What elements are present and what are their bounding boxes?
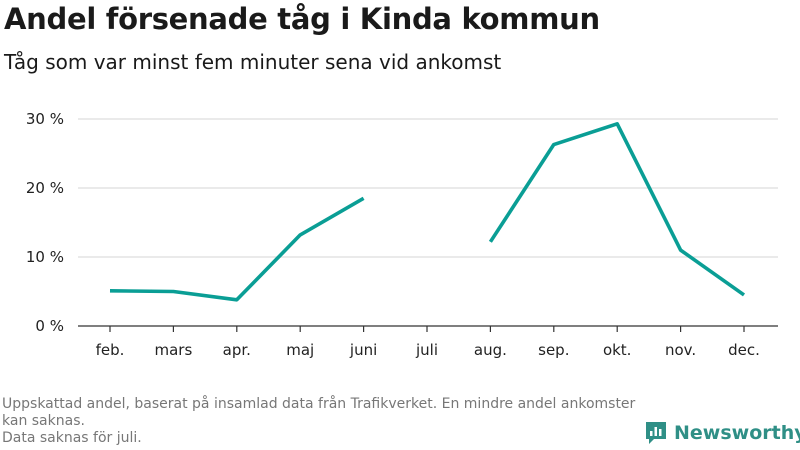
y-axis-ticks: 0 % 10 % 20 % 30 %	[26, 110, 64, 335]
series-line-segment	[488, 122, 746, 297]
series-line-segment	[109, 196, 365, 302]
x-tick-label: apr.	[223, 341, 251, 359]
x-tick-label: dec.	[728, 341, 760, 359]
footnote: Uppskattad andel, baserat på insamlad da…	[2, 396, 642, 447]
chart-title: Andel försenade tåg i Kinda kommun	[4, 2, 600, 36]
newsworthy-logo-icon	[646, 422, 666, 444]
line-chart: 0 % 10 % 20 % 30 % feb. mars apr. maj juni juli a…	[26, 110, 778, 359]
x-tick-label: juni	[349, 341, 377, 359]
x-tick-label: sep.	[538, 341, 569, 359]
series-lines	[109, 122, 746, 302]
x-tick-label: okt.	[603, 341, 632, 359]
brand-logo: Newsworthy	[644, 420, 800, 446]
x-tick-label: nov.	[665, 341, 696, 359]
chart-subtitle: Tåg som var minst fem minuter sena vid a…	[4, 50, 502, 74]
y-tick-label: 0 %	[35, 317, 64, 335]
x-axis: feb. mars apr. maj juni juli aug. sep. okt. nov. d…	[78, 325, 778, 359]
x-tick-label: feb.	[96, 341, 125, 359]
x-tick-label: aug.	[474, 341, 507, 359]
grid-lines	[78, 118, 778, 258]
x-tick-label: maj	[286, 341, 314, 359]
y-tick-label: 10 %	[26, 248, 64, 266]
x-tick-label: mars	[155, 341, 193, 359]
brand-name: Newsworthy	[674, 422, 800, 444]
footnote-line-1: Uppskattad andel, baserat på insamlad da…	[2, 396, 636, 429]
footnote-line-2: Data saknas för juli.	[2, 430, 142, 446]
x-tick-label: juli	[415, 341, 438, 359]
y-tick-label: 30 %	[26, 110, 64, 128]
y-tick-label: 20 %	[26, 179, 64, 197]
